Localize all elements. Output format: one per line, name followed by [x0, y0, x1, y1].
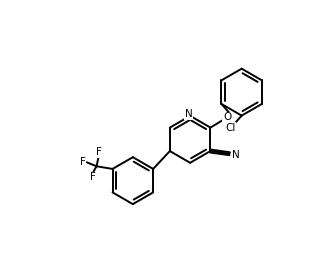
Text: N: N	[232, 150, 240, 160]
Text: F: F	[96, 147, 102, 157]
Text: N: N	[185, 109, 193, 119]
Text: O: O	[223, 113, 231, 122]
Text: F: F	[90, 172, 95, 183]
Text: Cl: Cl	[225, 122, 236, 133]
Text: F: F	[80, 157, 86, 167]
